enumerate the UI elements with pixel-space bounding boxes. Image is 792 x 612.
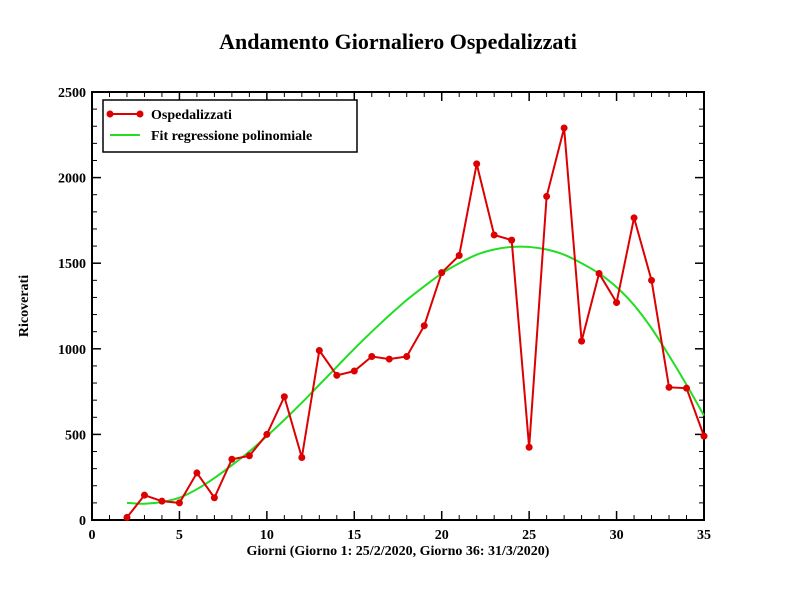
- data-point-ospedalizzati: [648, 276, 656, 284]
- x-tick-label: 10: [260, 528, 274, 543]
- series-layer: [123, 124, 708, 521]
- data-point-ospedalizzati: [613, 299, 621, 307]
- chart-title: Andamento Giornaliero Ospedalizzati: [219, 29, 577, 54]
- x-tick-label: 25: [522, 528, 536, 543]
- data-point-ospedalizzati: [578, 337, 586, 345]
- data-point-ospedalizzati: [315, 347, 323, 355]
- data-point-ospedalizzati: [508, 236, 516, 244]
- data-point-ospedalizzati: [245, 452, 253, 460]
- y-tick-label: 0: [79, 514, 86, 529]
- x-tick-label: 0: [89, 528, 96, 543]
- legend: Ospedalizzati Fit regressione polinomial…: [102, 99, 358, 153]
- x-tick-label: 35: [697, 528, 711, 543]
- data-point-ospedalizzati: [543, 192, 551, 200]
- legend-marker-right: [136, 110, 144, 118]
- legend-box: [102, 99, 358, 153]
- plot-frame: [91, 91, 705, 521]
- data-point-ospedalizzati: [228, 455, 236, 463]
- data-point-ospedalizzati: [175, 499, 183, 507]
- data-point-ospedalizzati: [210, 494, 218, 502]
- axis-ticks: 0 5 10 15 20 25 30 35 0 500 1000 1500 2000 2500: [58, 86, 711, 543]
- series-line-fit: [126, 245, 705, 505]
- legend-label-ospedalizzati: Ospedalizzati: [151, 108, 232, 123]
- y-tick-label: 1000: [58, 343, 86, 358]
- data-point-ospedalizzati: [665, 383, 673, 391]
- data-point-ospedalizzati: [158, 497, 166, 505]
- y-tick-label: 2000: [58, 172, 86, 187]
- data-point-ospedalizzati: [683, 384, 691, 392]
- data-point-ospedalizzati: [630, 214, 638, 222]
- data-point-ospedalizzati: [595, 269, 603, 277]
- y-tick-label: 1500: [58, 257, 86, 272]
- data-point-ospedalizzati: [700, 432, 708, 440]
- data-point-ospedalizzati: [490, 231, 498, 239]
- legend-marker-left: [106, 110, 114, 118]
- data-point-ospedalizzati: [368, 353, 376, 361]
- data-point-ospedalizzati: [263, 430, 271, 438]
- data-point-ospedalizzati: [298, 454, 306, 462]
- x-tick-label: 15: [347, 528, 361, 543]
- y-tick-label: 500: [65, 428, 86, 443]
- legend-label-fit: Fit regressione polinomiale: [151, 129, 312, 144]
- x-axis-label: Giorni (Giorno 1: 25/2/2020, Giorno 36: …: [247, 544, 550, 559]
- y-tick-label: 2500: [58, 86, 86, 101]
- data-point-ospedalizzati: [193, 469, 201, 477]
- data-point-ospedalizzati: [420, 322, 428, 330]
- data-point-ospedalizzati: [123, 513, 131, 521]
- series-line-ospedalizzati: [126, 127, 705, 519]
- x-tick-label: 30: [610, 528, 624, 543]
- data-point-ospedalizzati: [350, 367, 358, 375]
- data-point-ospedalizzati: [333, 371, 341, 379]
- data-point-ospedalizzati: [525, 443, 533, 451]
- data-point-ospedalizzati: [455, 251, 463, 259]
- data-point-ospedalizzati: [385, 355, 393, 363]
- data-point-ospedalizzati: [403, 353, 411, 361]
- data-point-ospedalizzati: [560, 124, 568, 132]
- y-axis-label: Ricoverati: [17, 275, 32, 337]
- data-point-ospedalizzati: [280, 393, 288, 401]
- data-point-ospedalizzati: [438, 269, 446, 277]
- data-point-ospedalizzati: [473, 160, 481, 168]
- x-tick-label: 5: [176, 528, 183, 543]
- x-tick-label: 20: [435, 528, 449, 543]
- data-point-ospedalizzati: [140, 491, 148, 499]
